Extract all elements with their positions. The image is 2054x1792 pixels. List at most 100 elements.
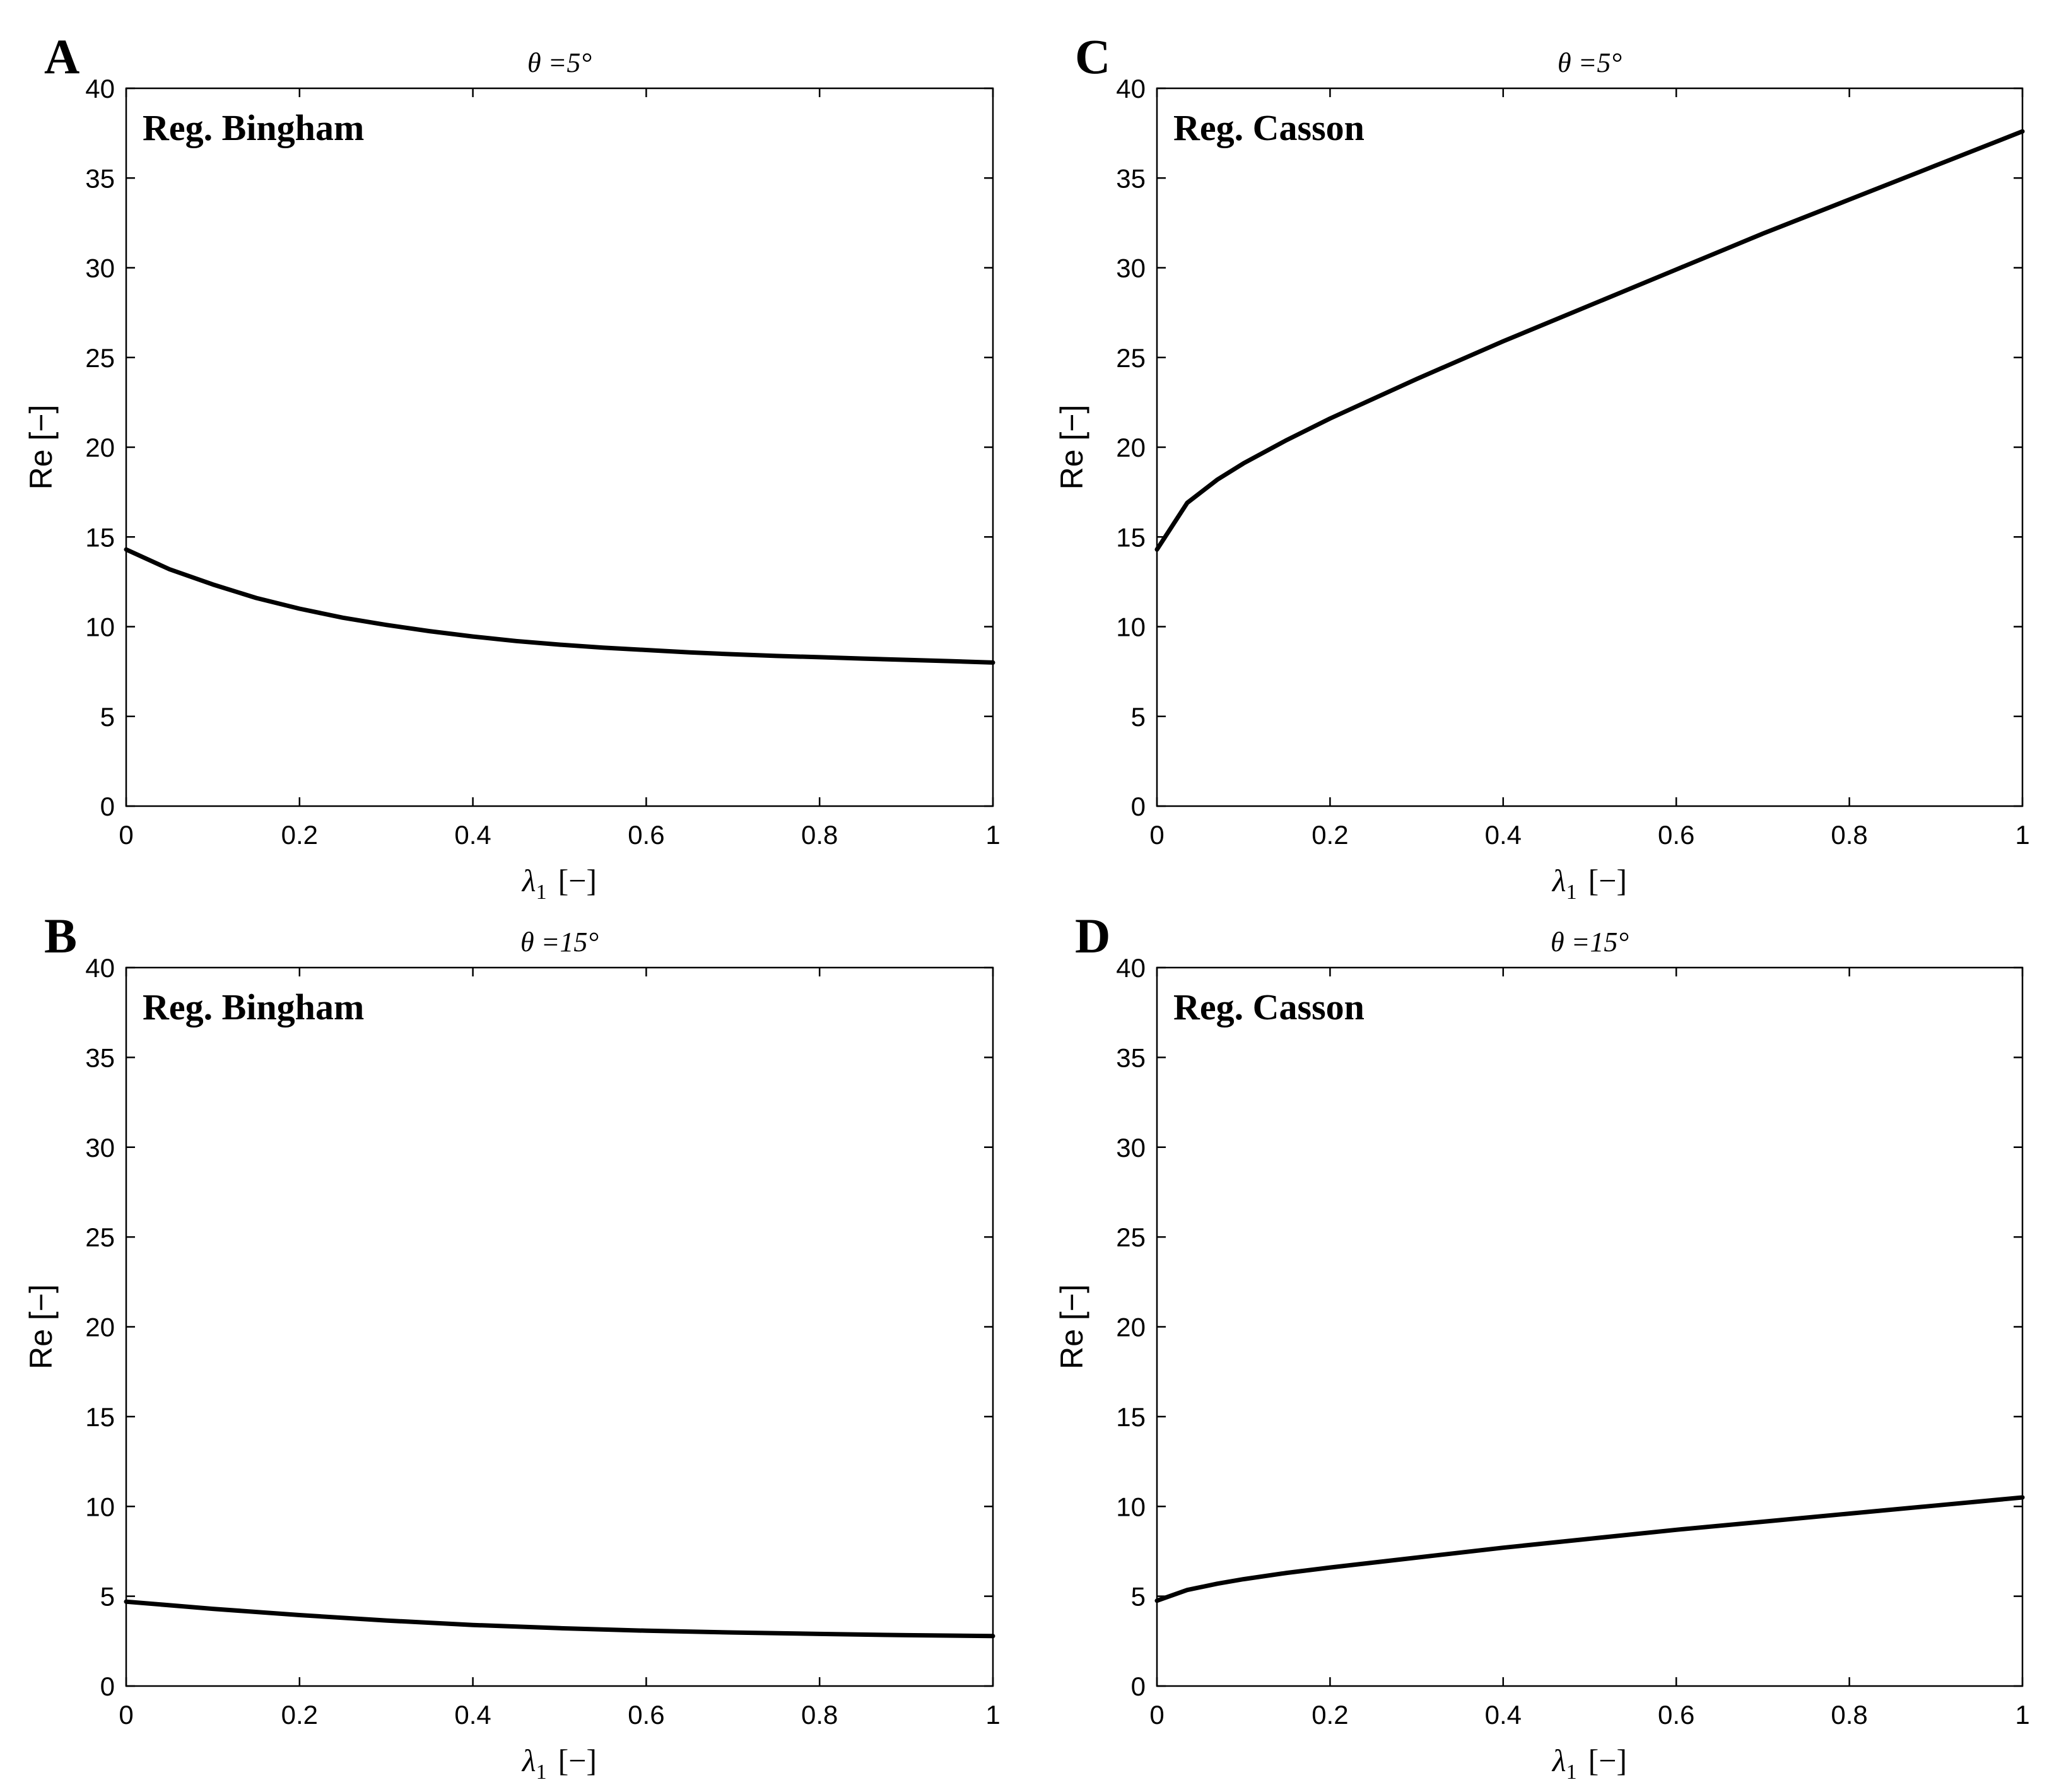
y-axis-label: Re [−]: [23, 405, 59, 490]
plot-frame: [125, 87, 994, 807]
y-tick-label: 35: [1116, 1043, 1146, 1072]
x-label-unit: [−]: [1588, 863, 1628, 898]
x-label-symbol: λ: [521, 1743, 536, 1778]
y-tick-label: 10: [85, 1492, 115, 1521]
x-tick-label: 0.4: [1485, 1700, 1522, 1730]
panel-letter: A: [44, 29, 79, 84]
y-tick-label: 5: [100, 1582, 115, 1612]
y-tick-label: 15: [85, 522, 115, 552]
x-label-symbol: λ: [1551, 863, 1566, 898]
y-axis-label: Re [−]: [1054, 405, 1089, 490]
model-annotation: Reg. Bingham: [143, 107, 364, 148]
panel-letter: B: [44, 908, 77, 963]
x-tick-label: 0.4: [454, 820, 491, 850]
y-tick-label: 20: [85, 433, 115, 462]
x-label-subscript: 1: [536, 881, 547, 904]
y-tick-label: 40: [85, 74, 115, 103]
y-tick-label: 15: [1116, 1402, 1146, 1432]
x-tick-label: 0: [119, 820, 133, 850]
model-annotation: Reg. Bingham: [143, 987, 364, 1028]
x-tick-label: 0.4: [1485, 820, 1522, 850]
model-annotation: Reg. Casson: [1173, 987, 1364, 1028]
y-tick-label: 30: [85, 254, 115, 283]
x-tick-label: 1: [2015, 820, 2029, 850]
x-tick-label: 0.2: [281, 820, 318, 850]
x-tick-label: 1: [985, 820, 1000, 850]
x-tick-label: 0.6: [628, 820, 664, 850]
y-tick-label: 40: [1116, 953, 1146, 983]
y-tick-label: 40: [85, 953, 115, 983]
y-tick-label: 20: [85, 1313, 115, 1342]
plot-frame: [1156, 966, 2024, 1687]
x-tick-label: 0.8: [1831, 1700, 1867, 1730]
y-tick-label: 10: [1116, 1492, 1146, 1521]
y-tick-label: 15: [1116, 522, 1146, 552]
y-tick-label: 20: [1116, 433, 1146, 462]
y-tick-label: 5: [1131, 702, 1146, 732]
y-tick-label: 20: [1116, 1313, 1146, 1342]
y-tick-label: 25: [85, 1222, 115, 1252]
y-tick-label: 15: [85, 1402, 115, 1432]
series-line-re: [1154, 1495, 2025, 1603]
chart-title: θ =15°: [520, 927, 599, 957]
x-axis-label: λ1 [−]: [1551, 863, 1627, 904]
plot-frame: [125, 966, 994, 1687]
y-tick-label: 10: [1116, 612, 1146, 642]
y-tick-label: 35: [85, 1043, 115, 1072]
x-tick-label: 0: [1149, 1700, 1164, 1730]
x-tick-label: 1: [2015, 1700, 2029, 1730]
panel-letter: D: [1075, 908, 1110, 963]
x-tick-label: 0.2: [1312, 1700, 1348, 1730]
y-tick-label: 30: [1116, 1133, 1146, 1162]
x-tick-label: 0.2: [281, 1700, 318, 1730]
x-label-symbol: λ: [1551, 1743, 1566, 1778]
chart-title: θ =15°: [1551, 927, 1629, 957]
x-tick-label: 0.8: [801, 820, 838, 850]
x-label-subscript: 1: [536, 1760, 547, 1784]
series-line-re: [1154, 129, 2025, 552]
x-tick-label: 0.8: [1831, 820, 1867, 850]
x-label-unit: [−]: [1588, 1743, 1628, 1778]
y-axis-label: Re [−]: [23, 1284, 59, 1369]
x-label-subscript: 1: [1566, 881, 1577, 904]
x-tick-label: 0.8: [801, 1700, 838, 1730]
y-tick-label: 35: [1116, 163, 1146, 193]
series-line-re: [124, 1599, 995, 1639]
y-tick-label: 0: [1131, 792, 1146, 821]
y-tick-label: 10: [85, 612, 115, 642]
x-tick-label: 0.6: [1658, 1700, 1694, 1730]
y-tick-label: 0: [1131, 1672, 1146, 1701]
y-tick-label: 25: [1116, 343, 1146, 373]
y-tick-label: 35: [85, 163, 115, 193]
x-axis-label: λ1 [−]: [521, 1743, 597, 1784]
y-tick-label: 25: [1116, 1222, 1146, 1252]
x-label-unit: [−]: [558, 1743, 597, 1778]
x-label-subscript: 1: [1566, 1760, 1577, 1784]
panel-letter: C: [1075, 29, 1110, 84]
x-tick-label: 0.6: [628, 1700, 664, 1730]
series-line-re: [124, 547, 995, 665]
x-tick-label: 0.4: [454, 1700, 491, 1730]
x-label-unit: [−]: [558, 863, 597, 898]
chart-title: θ =5°: [1558, 47, 1622, 78]
model-annotation: Reg. Casson: [1173, 107, 1364, 148]
y-tick-label: 30: [85, 1133, 115, 1162]
x-tick-label: 0: [1149, 820, 1164, 850]
y-tick-label: 0: [100, 1672, 115, 1701]
x-axis-label: λ1 [−]: [521, 863, 597, 904]
x-label-symbol: λ: [521, 863, 536, 898]
chart-title: θ =5°: [527, 47, 592, 78]
x-tick-label: 0.6: [1658, 820, 1694, 850]
x-axis-label: λ1 [−]: [1551, 1743, 1627, 1784]
y-tick-label: 5: [100, 702, 115, 732]
y-tick-label: 40: [1116, 74, 1146, 103]
y-axis-label: Re [−]: [1054, 1284, 1089, 1369]
y-tick-label: 0: [100, 792, 115, 821]
plot-frame: [1156, 87, 2024, 807]
y-tick-label: 30: [1116, 254, 1146, 283]
